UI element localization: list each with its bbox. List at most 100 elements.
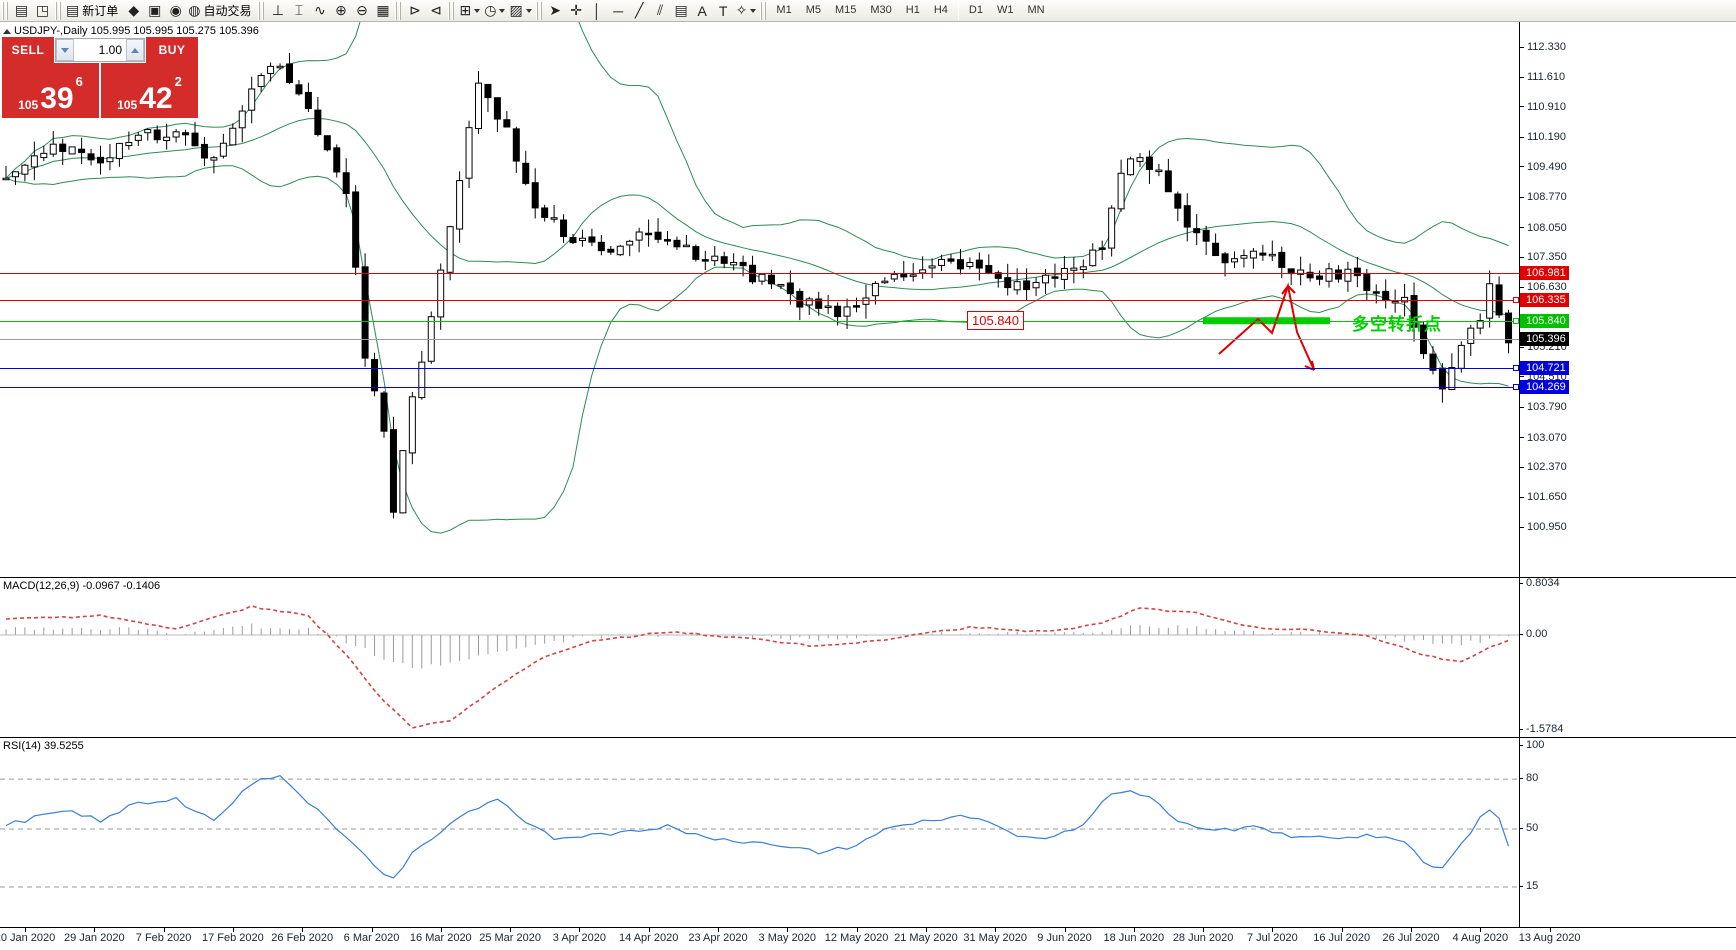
- toolbar-grip-templates[interactable]: [448, 1, 456, 20]
- toolbar-grip-shift[interactable]: [395, 1, 403, 20]
- horizontal-line-104-721[interactable]: [0, 367, 1519, 369]
- volume-increase-button[interactable]: [126, 39, 144, 61]
- timeframe-mn[interactable]: MN: [1027, 4, 1045, 16]
- price-tag-105-396[interactable]: 105.396: [1520, 332, 1569, 347]
- horizontal-line-106-335[interactable]: [0, 299, 1519, 301]
- timeframe-m15[interactable]: M15: [834, 4, 857, 16]
- timeframe-h4[interactable]: H4: [933, 4, 948, 16]
- auto-trading-icon[interactable]: ◍ 自动交易: [186, 1, 256, 21]
- date-tick: [579, 928, 581, 932]
- timeframe-w1[interactable]: W1: [996, 4, 1014, 16]
- text-label-icon[interactable]: T: [713, 1, 734, 21]
- scale-tick: [1520, 166, 1524, 168]
- scale-tick: [1520, 376, 1524, 378]
- price-chart-plot[interactable]: 多空转折点 105.840: [0, 22, 1519, 927]
- add-indicator-icon[interactable]: ⊞: [457, 1, 482, 21]
- timeframe-m1[interactable]: M1: [776, 4, 792, 16]
- navigator-icon[interactable]: ▣: [144, 1, 165, 21]
- volume-decrease-button[interactable]: [56, 39, 74, 61]
- fibonacci-retracement-icon[interactable]: ▤: [671, 1, 692, 21]
- price-scale-label: 106.630: [1527, 281, 1567, 294]
- line-handle[interactable]: [1513, 384, 1519, 390]
- candlestick-chart-icon[interactable]: ⌶: [288, 1, 309, 21]
- rsi-panel[interactable]: RSI(14) 39.5255: [0, 737, 1519, 927]
- macd-panel-scale-label: 0.00: [1526, 628, 1548, 640]
- price-scale[interactable]: 112.330 111.610 110.910 110.190 109.490 108.7…: [1519, 22, 1736, 927]
- chevron-down-icon[interactable]: [750, 8, 757, 13]
- sell-price-button[interactable]: 105 39 6: [2, 63, 99, 118]
- chevron-down-icon[interactable]: [525, 8, 532, 13]
- periodicity-icon[interactable]: ◷: [482, 1, 507, 21]
- cursor-icon[interactable]: ➤: [545, 1, 566, 21]
- equidistant-channel-icon[interactable]: ⫽: [650, 1, 671, 21]
- date-scale-label: 28 Jun 2020: [1172, 932, 1234, 944]
- macd-panel[interactable]: MACD(12,26,9) -0.0967 -0.1406: [0, 577, 1519, 735]
- line-handle[interactable]: [1513, 364, 1519, 371]
- data-window-icon[interactable]: ◉: [165, 1, 186, 21]
- collapse-triangle-icon[interactable]: [3, 28, 11, 34]
- price-tag-104-721[interactable]: 104.721: [1520, 360, 1569, 375]
- metaeditor-icon[interactable]: ◆: [123, 1, 144, 21]
- chart-window: 多空转折点 105.840 USDJPY-,Daily 105.995 105.9…: [0, 22, 1736, 950]
- date-tick: [1133, 928, 1135, 932]
- volume-input[interactable]: 1.00: [98, 43, 122, 57]
- data-grid-icon[interactable]: ▦: [372, 1, 393, 21]
- date-scale[interactable]: 20 Jan 2020 29 Jan 2020 7 Feb 2020 17 Feb 2…: [0, 927, 1736, 950]
- chart-profiles-icon[interactable]: ◳: [32, 1, 53, 21]
- toolbar-grip-chart-type[interactable]: [258, 1, 266, 20]
- text-icon[interactable]: A: [692, 1, 713, 21]
- scale-tick: [1520, 256, 1524, 258]
- horizontal-line-104-269[interactable]: [0, 387, 1519, 388]
- price-scale-row: 106.630: [1520, 281, 1567, 293]
- crosshair-icon[interactable]: ✛: [566, 1, 587, 21]
- volume-stepper[interactable]: 1.00: [55, 38, 145, 62]
- date-scale-label: 31 May 2020: [963, 932, 1027, 944]
- buy-button[interactable]: BUY: [146, 37, 198, 63]
- shapes-icon[interactable]: ✧: [734, 1, 759, 21]
- timeframe-d1[interactable]: D1: [968, 4, 983, 16]
- price-scale-row: 100.950: [1520, 521, 1567, 533]
- price-tag-105-840[interactable]: 105.840: [1520, 313, 1569, 328]
- zoom-in-icon[interactable]: ⊕: [330, 1, 351, 21]
- horizontal-line-105-396[interactable]: [0, 339, 1519, 341]
- chart-shift-icon[interactable]: ⊳: [404, 1, 425, 21]
- timeframe-m30[interactable]: M30: [870, 4, 892, 16]
- buy-price-button[interactable]: 105 42 2: [101, 63, 198, 118]
- zoom-out-icon[interactable]: ⊖: [351, 1, 372, 21]
- trendline-icon[interactable]: ╱: [629, 1, 650, 21]
- horizontal-line-106-981[interactable]: [0, 272, 1519, 274]
- toolbar-grip-orders[interactable]: [55, 1, 62, 20]
- sell-button[interactable]: SELL: [2, 37, 54, 63]
- toolbar-grip-file[interactable]: [2, 1, 9, 20]
- chevron-down-icon[interactable]: [474, 8, 481, 13]
- price-scale-label: 110.190: [1527, 131, 1566, 144]
- price-tag-106-335[interactable]: 106.335: [1520, 292, 1569, 307]
- new-chart-icon[interactable]: ▤: [11, 1, 32, 21]
- toolbar-grip-timeframes[interactable]: [760, 1, 768, 20]
- line-handle[interactable]: [1513, 296, 1519, 303]
- vertical-line-icon[interactable]: │: [587, 1, 608, 21]
- toolbar-grip-drawing[interactable]: [535, 1, 543, 20]
- timeframe-m5[interactable]: M5: [805, 4, 821, 16]
- fibonacci-retracement-icon: ▤: [674, 2, 688, 18]
- price-label-box[interactable]: 105.840: [967, 310, 1024, 330]
- new-order-icon[interactable]: ▤ 新订单: [64, 1, 123, 21]
- sell-price-prefix: 105: [18, 98, 39, 112]
- price-tag-106-981[interactable]: 106.981: [1520, 265, 1569, 280]
- price-tag-104-269[interactable]: 104.269: [1520, 380, 1569, 394]
- line-chart-icon[interactable]: ∿: [309, 1, 330, 21]
- auto-scroll-icon[interactable]: ⊲: [425, 1, 446, 21]
- line-handle[interactable]: [1513, 317, 1519, 324]
- price-scale-row: 101.650: [1520, 491, 1567, 503]
- timeframe-h1[interactable]: H1: [905, 4, 920, 16]
- new-chart-icon: ▤: [14, 2, 29, 18]
- templates-icon[interactable]: ▨: [507, 1, 533, 21]
- chevron-down-icon[interactable]: [499, 8, 506, 13]
- symbol-ohlc-label: USDJPY-,Daily 105.995 105.995 105.275 10…: [3, 25, 259, 37]
- horizontal-line-icon[interactable]: ─: [608, 1, 629, 21]
- bar-chart-icon[interactable]: ⊥: [267, 1, 288, 21]
- chart-annotation-text[interactable]: 多空转折点: [1352, 314, 1442, 334]
- one-click-trading-panel[interactable]: SELL 1.00 BUY 105 39 6 105 42 2: [2, 37, 198, 120]
- auto-scroll-icon: ⊲: [430, 2, 442, 18]
- horizontal-line-105-840[interactable]: [0, 320, 1519, 322]
